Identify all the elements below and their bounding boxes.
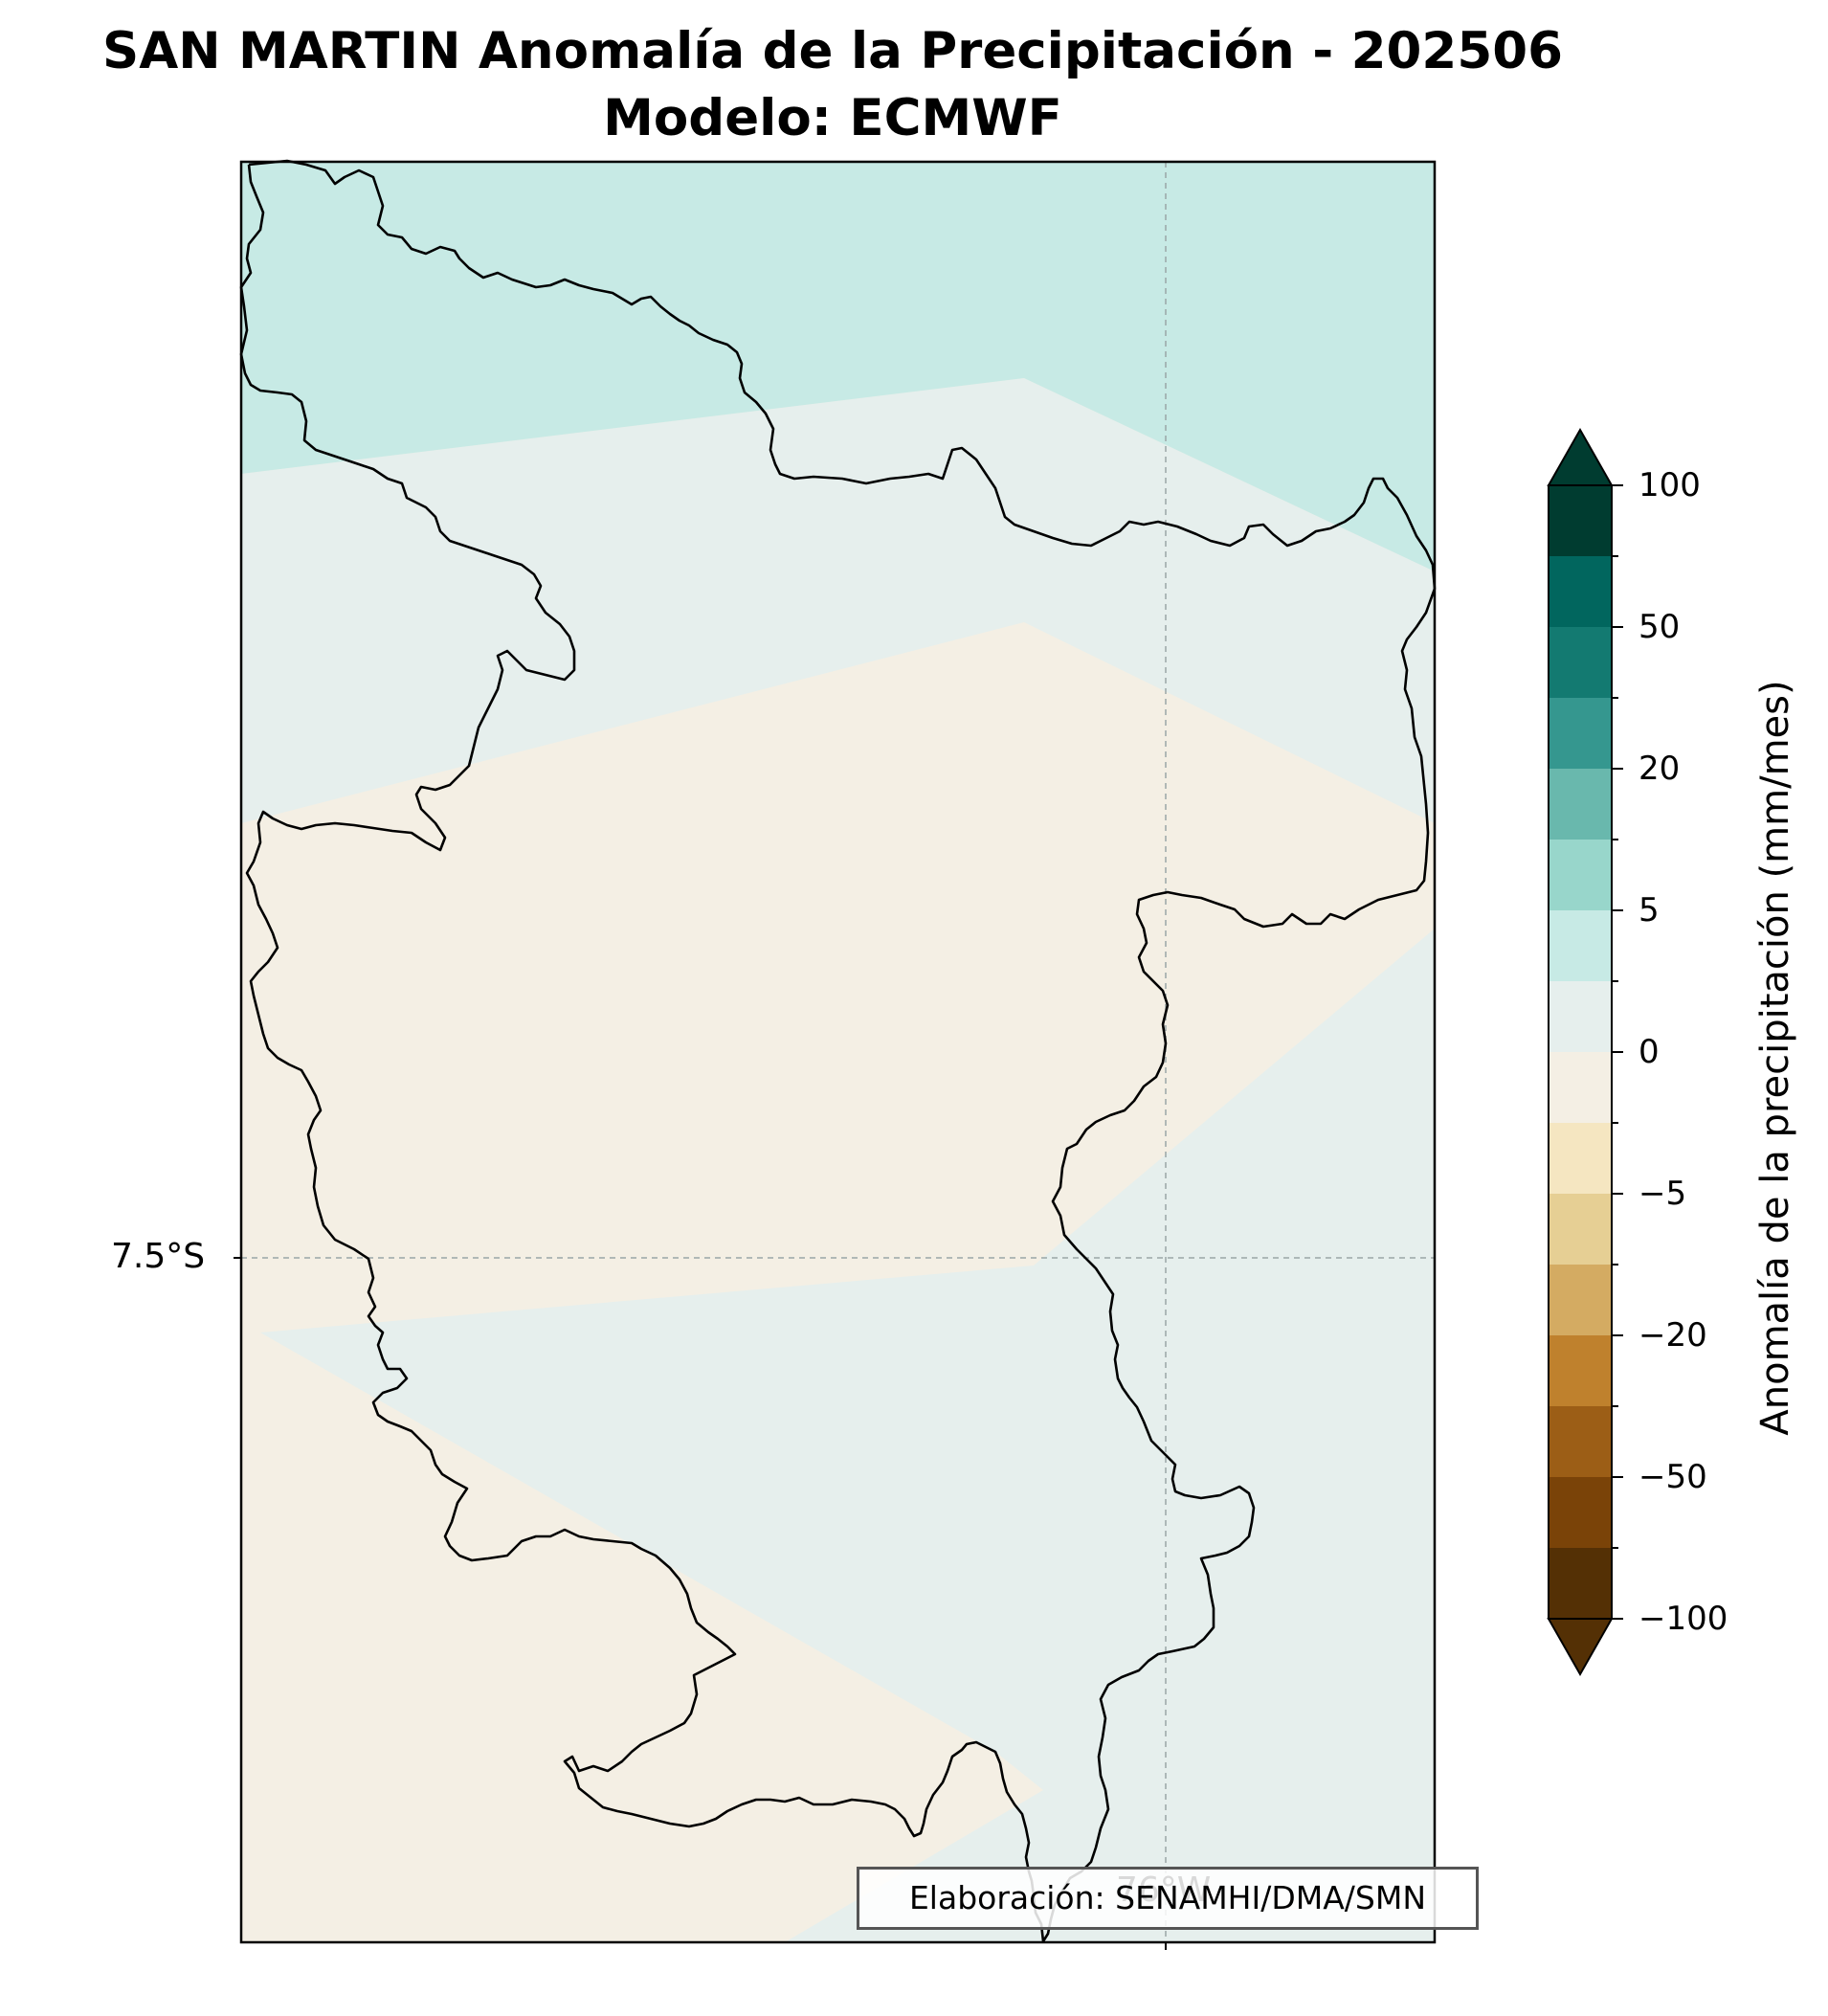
colorbar-segment bbox=[1549, 1194, 1612, 1266]
colorbar-segment bbox=[1549, 556, 1612, 628]
colorbar-segment bbox=[1549, 1477, 1612, 1549]
colorbar-segment bbox=[1549, 1265, 1612, 1336]
colorbar-segment bbox=[1549, 1052, 1612, 1124]
colorbar-extend-max bbox=[1547, 427, 1614, 486]
colorbar-segment bbox=[1549, 769, 1612, 840]
colorbar-segment bbox=[1549, 1548, 1612, 1620]
colorbar-segment bbox=[1549, 981, 1612, 1053]
colorbar-segment bbox=[1549, 1123, 1612, 1195]
map-title: SAN MARTIN Anomalía de la Precipitación … bbox=[102, 22, 1563, 80]
colorbar-tick-label: −5 bbox=[1639, 1175, 1687, 1213]
colorbar-tick-label: 5 bbox=[1639, 891, 1660, 930]
colorbar-tick-label: 20 bbox=[1639, 750, 1681, 788]
colorbar-tick-label: 100 bbox=[1639, 466, 1701, 504]
latitude-tick-label: 7.5°S bbox=[111, 1237, 206, 1276]
colorbar-segment bbox=[1549, 1406, 1612, 1478]
colorbar-tick-label: −100 bbox=[1639, 1600, 1728, 1638]
colorbar-tick-label: 0 bbox=[1639, 1033, 1660, 1071]
colorbar-segment bbox=[1549, 1335, 1612, 1407]
anomaly-slight-positive-south bbox=[260, 929, 1435, 1942]
colorbar-tick-label: −20 bbox=[1639, 1316, 1707, 1355]
map-axes-frame bbox=[239, 160, 1437, 1944]
colorbar-extend-min bbox=[1547, 1618, 1614, 1677]
credit-box: Elaboración: SENAMHI/DMA/SMN bbox=[857, 1867, 1479, 1930]
colorbar-tick-label: −50 bbox=[1639, 1458, 1707, 1496]
map-subtitle: Modelo: ECMWF bbox=[603, 89, 1062, 147]
colorbar-tick-label: 50 bbox=[1639, 608, 1681, 646]
anomaly-field bbox=[241, 162, 1435, 1942]
colorbar-segment bbox=[1549, 485, 1612, 557]
colorbar-segment bbox=[1549, 698, 1612, 770]
anomaly-slight-positive-band bbox=[241, 378, 1435, 823]
anomaly-positive-zone bbox=[241, 162, 1435, 571]
colorbar bbox=[1547, 427, 1623, 1677]
region-boundary-west bbox=[239, 164, 1045, 1942]
colorbar-label: Anomalía de la precipitación (mm/mes) bbox=[1753, 680, 1797, 1436]
colorbar-segment bbox=[1549, 627, 1612, 699]
region-boundary bbox=[248, 159, 1437, 1942]
colorbar-segment bbox=[1549, 840, 1612, 911]
colorbar-segment bbox=[1549, 910, 1612, 982]
